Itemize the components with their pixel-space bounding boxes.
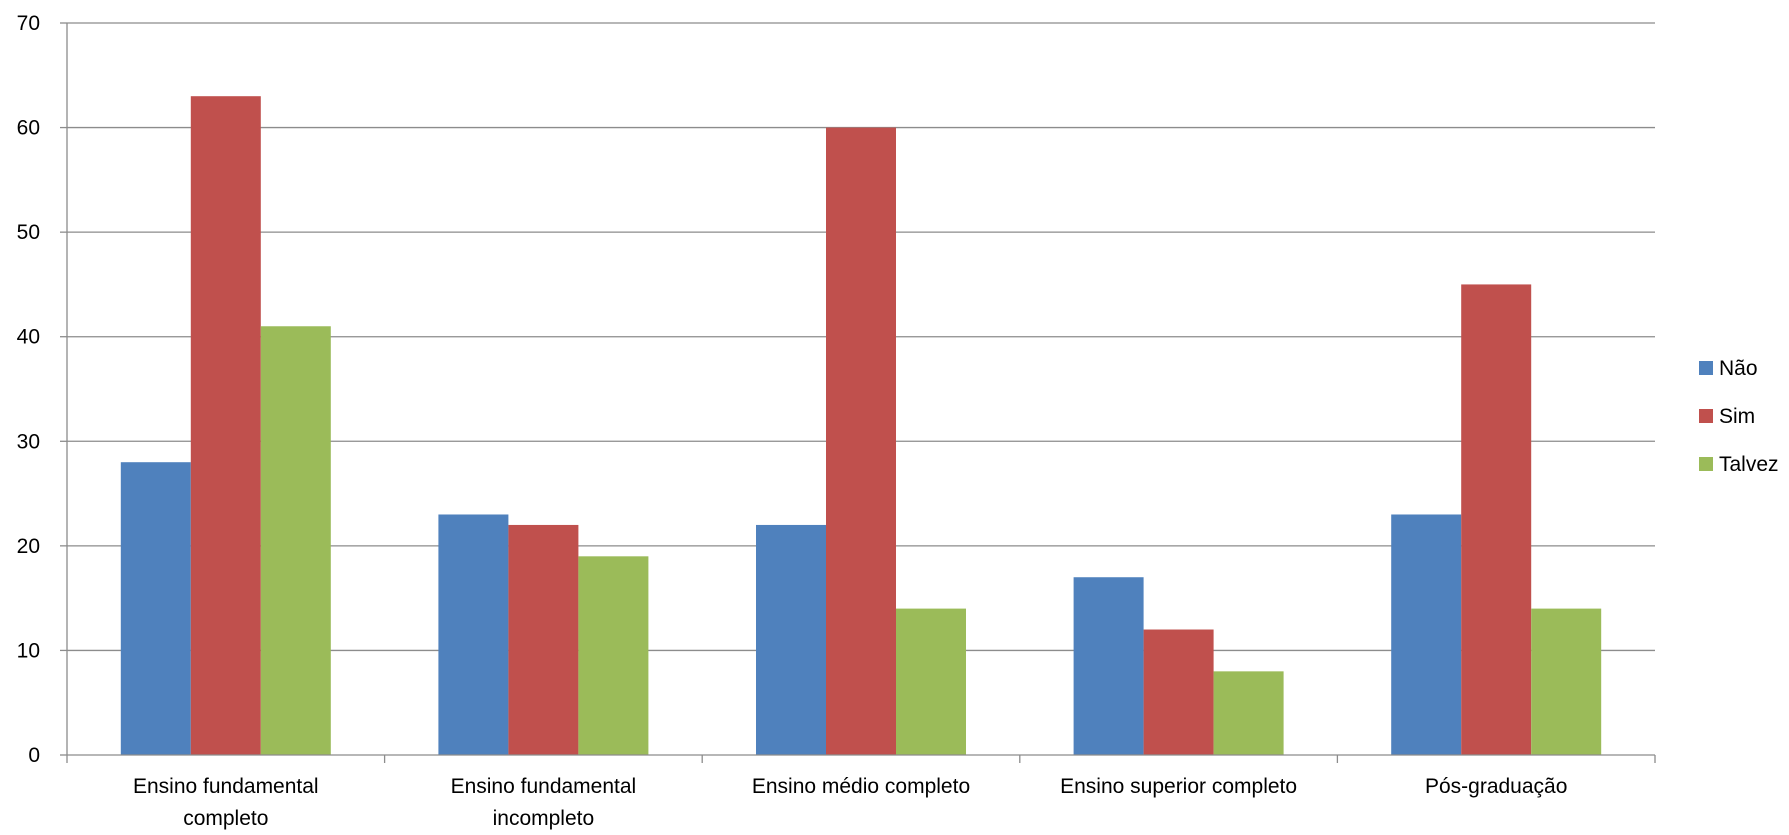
bar-talvez-3	[1213, 671, 1284, 755]
y-axis-tick-labels: 0 10 20 30 40 50 60 70	[17, 12, 40, 767]
x-category-label: incompleto	[493, 807, 595, 830]
legend-label-não: Não	[1719, 357, 1758, 380]
x-axis-category-labels: Ensino fundamental completo Ensino fundame…	[133, 775, 1567, 830]
legend: Não Sim Talvez	[1699, 357, 1779, 476]
bar-talvez-2	[896, 608, 966, 755]
x-category-label: Ensino fundamental	[451, 775, 637, 798]
legend-label-sim: Sim	[1719, 405, 1755, 428]
legend-swatch-sim	[1699, 409, 1713, 423]
y-tick-label: 50	[17, 221, 40, 244]
legend-swatch-talvez	[1699, 457, 1713, 471]
bar-sim-4	[1461, 284, 1532, 755]
y-tick-label: 40	[17, 326, 40, 349]
legend-swatch-não	[1699, 361, 1713, 375]
bar-sim-1	[508, 524, 579, 755]
bar-sim-3	[1143, 629, 1214, 755]
y-tick-label: 30	[17, 430, 40, 453]
y-tick-label: 0	[28, 744, 40, 767]
x-category-label: Ensino médio completo	[752, 775, 970, 798]
x-category-label: Ensino fundamental	[133, 775, 319, 798]
y-tick-label: 60	[17, 117, 40, 140]
bar-não-2	[756, 524, 826, 755]
y-tick-label: 10	[17, 639, 40, 662]
bar-talvez-0	[260, 326, 331, 755]
y-tick-label: 20	[17, 535, 40, 558]
bar-não-4	[1391, 514, 1462, 755]
bars	[120, 96, 1602, 756]
bar-não-0	[120, 462, 191, 755]
bar-talvez-4	[1531, 608, 1602, 755]
bar-talvez-1	[578, 556, 649, 755]
axes	[60, 22, 1656, 763]
legend-label-talvez: Talvez	[1719, 453, 1779, 476]
x-category-label: Pós-graduação	[1425, 775, 1567, 798]
bar-sim-0	[190, 96, 261, 755]
bar-não-1	[438, 514, 509, 755]
bar-não-3	[1073, 577, 1144, 755]
x-category-label: completo	[183, 807, 268, 830]
x-category-label: Ensino superior completo	[1060, 775, 1297, 798]
y-tick-label: 70	[17, 12, 40, 35]
bar-sim-2	[826, 127, 896, 756]
